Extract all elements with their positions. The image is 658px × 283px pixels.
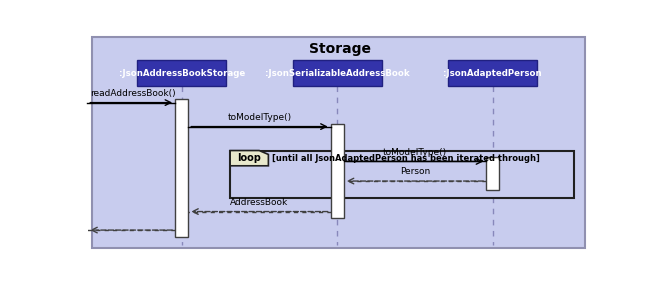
Text: toModelType(): toModelType()	[228, 113, 291, 122]
Text: AddressBook: AddressBook	[230, 198, 289, 207]
FancyBboxPatch shape	[330, 125, 344, 218]
Text: :JsonAddressBookStorage: :JsonAddressBookStorage	[118, 69, 245, 78]
FancyBboxPatch shape	[448, 60, 538, 86]
Polygon shape	[230, 151, 268, 166]
Text: Storage: Storage	[309, 42, 370, 55]
Text: :JsonAdaptedPerson: :JsonAdaptedPerson	[443, 69, 542, 78]
Text: Person: Person	[400, 167, 430, 176]
FancyBboxPatch shape	[230, 151, 574, 198]
FancyBboxPatch shape	[175, 99, 188, 237]
Text: [until all JsonAdaptedPerson has been iterated through]: [until all JsonAdaptedPerson has been it…	[272, 154, 540, 163]
FancyBboxPatch shape	[293, 60, 382, 86]
Text: readAddressBook(): readAddressBook()	[90, 89, 176, 98]
Text: toModelType(): toModelType()	[383, 148, 447, 157]
FancyBboxPatch shape	[486, 157, 499, 190]
FancyBboxPatch shape	[137, 60, 226, 86]
Text: loop: loop	[238, 153, 261, 163]
Text: :JsonSerializableAddressBook: :JsonSerializableAddressBook	[265, 69, 409, 78]
FancyBboxPatch shape	[92, 37, 584, 248]
